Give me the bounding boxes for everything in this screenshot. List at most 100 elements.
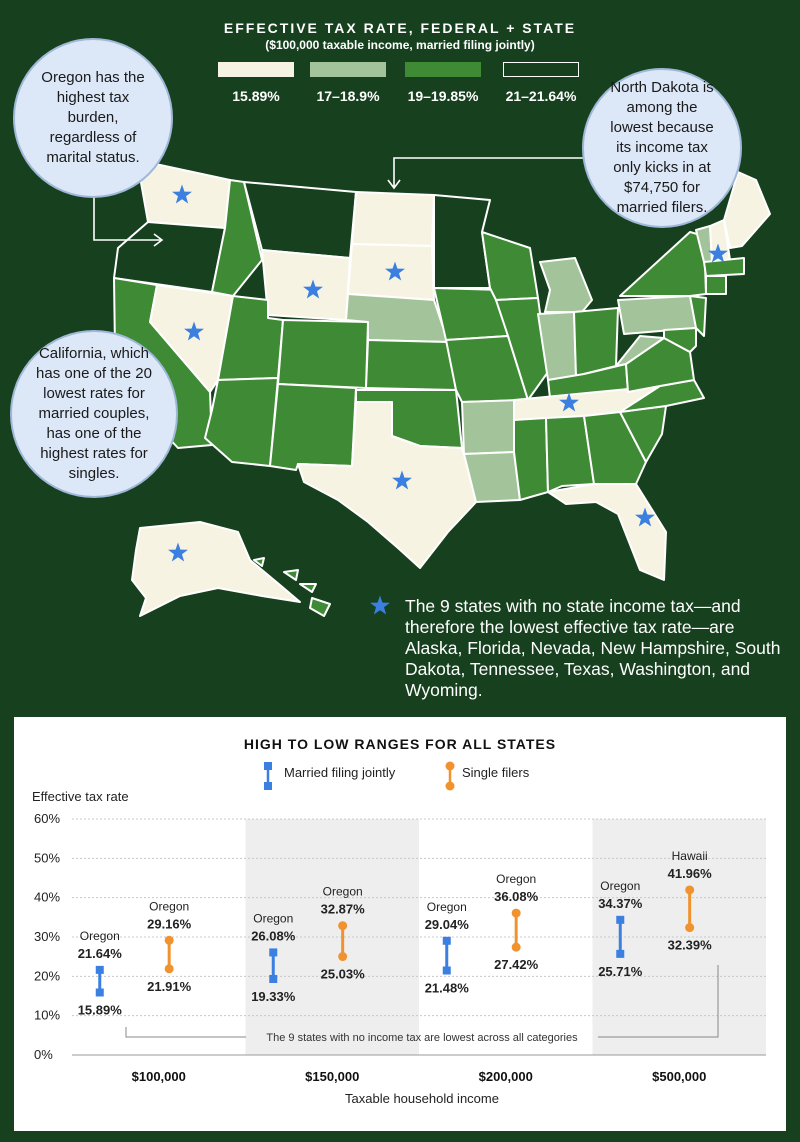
map-legend-subtitle: ($100,000 taxable income, married filing… <box>265 38 535 52</box>
range-high-point <box>616 915 625 924</box>
star-icon-washington <box>172 184 192 204</box>
range-low-point <box>685 923 695 933</box>
state-montana <box>243 181 357 259</box>
state-ohio <box>573 307 619 377</box>
state-michigan <box>539 257 593 313</box>
range-low-point <box>442 966 451 975</box>
callout-arrows <box>93 157 598 247</box>
star-icon-alaska <box>168 542 188 562</box>
y-tick-label: 60% <box>34 811 60 826</box>
high-value-label: 34.37% <box>598 896 643 911</box>
state-arkansas <box>461 399 521 455</box>
legend-marker-married <box>264 762 272 790</box>
state-georgia <box>583 411 647 485</box>
state-minnesota <box>433 194 491 289</box>
legend-label-4: 21–21.64% <box>505 88 577 104</box>
range-high-point <box>511 908 521 918</box>
high-value-label: 29.16% <box>147 916 192 931</box>
state-alabama <box>545 415 595 493</box>
low-value-label: 25.03% <box>321 967 366 982</box>
legend-marker-single <box>445 761 455 791</box>
legend-swatch-1 <box>218 62 294 77</box>
high-state-label: Hawaii <box>672 849 708 863</box>
high-state-label: Oregon <box>149 899 189 913</box>
annotation-bracket <box>125 965 719 1038</box>
state-maryland <box>663 327 697 353</box>
range-low-point <box>269 974 278 983</box>
range-high-point <box>685 885 695 895</box>
star-icon-tennessee <box>559 392 579 412</box>
y-axis-label: Effective tax rate <box>32 789 129 804</box>
high-value-label: 32.87% <box>321 902 366 917</box>
high-state-label: Oregon <box>496 872 536 886</box>
state-new-jersey <box>689 295 707 337</box>
low-value-label: 21.48% <box>425 981 470 996</box>
high-state-label: Oregon <box>253 911 293 925</box>
state-colorado <box>277 319 369 389</box>
legend-swatch-2 <box>310 62 386 77</box>
range-low-point <box>95 988 104 997</box>
callout-california: California, which has one of the 20 lowe… <box>10 330 178 498</box>
range-high-point <box>95 965 104 974</box>
callout-north-dakota: North Dakota is among the lowest because… <box>582 68 742 228</box>
y-tick-label: 40% <box>34 890 60 905</box>
high-state-label: Oregon <box>80 929 120 943</box>
state-wyoming <box>261 249 351 321</box>
range-low-point <box>338 952 348 962</box>
y-tick-label: 50% <box>34 850 60 865</box>
high-value-label: 29.04% <box>425 917 470 932</box>
range-high-point <box>269 948 278 957</box>
callout-oregon: Oregon has the highest tax burden, regar… <box>13 38 173 198</box>
high-value-label: 21.64% <box>78 946 123 961</box>
state-north-dakota <box>351 191 435 247</box>
x-axis-label: Taxable household income <box>345 1091 499 1106</box>
high-state-label: Oregon <box>323 885 363 899</box>
legend-label-1: 15.89% <box>232 88 280 104</box>
low-value-label: 27.42% <box>494 957 539 972</box>
legend-label-married: Married filing jointly <box>284 765 396 780</box>
high-value-label: 41.96% <box>668 866 713 881</box>
low-value-label: 21.91% <box>147 979 192 994</box>
legend-swatch-3 <box>405 62 481 77</box>
y-tick-label: 0% <box>34 1047 53 1062</box>
state-florida <box>547 483 667 581</box>
low-value-label: 25.71% <box>598 964 643 979</box>
star-icon-nevada <box>184 321 204 341</box>
state-arizona <box>204 377 279 467</box>
high-value-label: 26.08% <box>251 928 296 943</box>
state-illinois <box>495 297 549 401</box>
y-tick-label: 30% <box>34 929 60 944</box>
y-tick-label: 20% <box>34 968 60 983</box>
state-wisconsin <box>481 231 539 301</box>
state-massachusetts <box>703 257 745 277</box>
us-tax-map <box>93 157 771 617</box>
range-low-point <box>164 964 174 974</box>
state-new-mexico <box>269 383 357 471</box>
state-kansas <box>365 339 457 391</box>
x-tick-label: $100,000 <box>132 1069 186 1084</box>
arrow-icon-north-dakota <box>387 157 598 190</box>
x-tick-label: $500,000 <box>652 1069 706 1084</box>
state-connecticut <box>705 275 727 295</box>
range-high-point <box>164 935 174 945</box>
legend-label-3: 19–19.85% <box>407 88 479 104</box>
star-icon-texas <box>392 470 412 490</box>
range-high-point <box>442 936 451 945</box>
map-legend-title: EFFECTIVE TAX RATE, FEDERAL + STATE <box>223 20 577 36</box>
low-value-label: 32.39% <box>668 938 713 953</box>
no-tax-note: The 9 states with no state income tax—an… <box>405 596 781 700</box>
state-texas <box>297 401 479 569</box>
legend-swatch-4 <box>503 62 579 77</box>
range-chart-panel: 0% 10% 20% 30% 40% 50% 60% Oregon 21.64% 15.89% O… <box>14 717 786 1131</box>
low-value-label: 15.89% <box>78 1002 123 1017</box>
state-alaska <box>131 521 301 617</box>
y-tick-label: 10% <box>34 1008 60 1023</box>
annotation-text: The 9 states with no income tax are lowe… <box>266 1032 578 1044</box>
state-hawaii <box>253 557 331 617</box>
low-value-label: 19.33% <box>251 989 296 1004</box>
high-state-label: Oregon <box>600 879 640 893</box>
legend-label-single: Single filers <box>462 765 530 780</box>
chart-title: HIGH TO LOW RANGES FOR ALL STATES <box>244 736 556 752</box>
range-high-point <box>338 921 348 931</box>
arrow-icon-oregon <box>93 196 164 247</box>
